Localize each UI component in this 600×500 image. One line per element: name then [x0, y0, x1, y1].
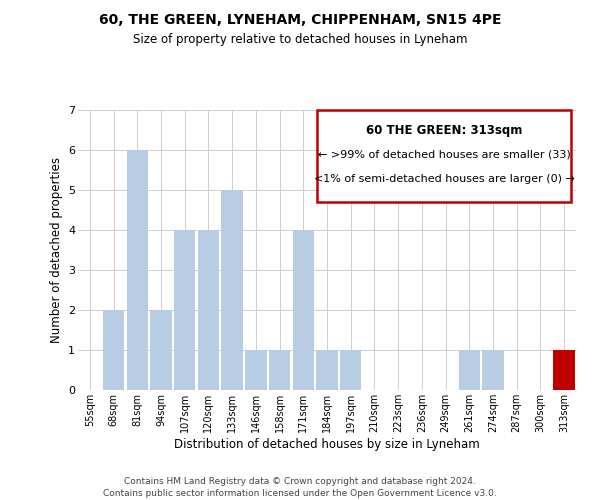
Text: <1% of semi-detached houses are larger (0) →: <1% of semi-detached houses are larger (…	[314, 174, 574, 184]
Bar	[198, 230, 219, 390]
Bar	[316, 350, 338, 390]
Text: 60 THE GREEN: 313sqm: 60 THE GREEN: 313sqm	[366, 124, 522, 137]
Bar	[458, 350, 480, 390]
Bar	[553, 350, 575, 390]
Bar	[293, 230, 314, 390]
Text: Size of property relative to detached houses in Lyneham: Size of property relative to detached ho…	[133, 32, 467, 46]
Text: Contains HM Land Registry data © Crown copyright and database right 2024.: Contains HM Land Registry data © Crown c…	[124, 478, 476, 486]
X-axis label: Distribution of detached houses by size in Lyneham: Distribution of detached houses by size …	[174, 438, 480, 450]
Bar	[174, 230, 196, 390]
Bar	[151, 310, 172, 390]
Bar	[340, 350, 361, 390]
Text: ← >99% of detached houses are smaller (33): ← >99% of detached houses are smaller (3…	[317, 149, 571, 159]
Bar	[103, 310, 124, 390]
Y-axis label: Number of detached properties: Number of detached properties	[50, 157, 62, 343]
Bar	[269, 350, 290, 390]
Bar	[221, 190, 243, 390]
Text: Contains public sector information licensed under the Open Government Licence v3: Contains public sector information licen…	[103, 489, 497, 498]
Bar	[482, 350, 503, 390]
FancyBboxPatch shape	[317, 110, 571, 202]
Text: 60, THE GREEN, LYNEHAM, CHIPPENHAM, SN15 4PE: 60, THE GREEN, LYNEHAM, CHIPPENHAM, SN15…	[99, 12, 501, 26]
Bar	[127, 150, 148, 390]
Bar	[245, 350, 266, 390]
